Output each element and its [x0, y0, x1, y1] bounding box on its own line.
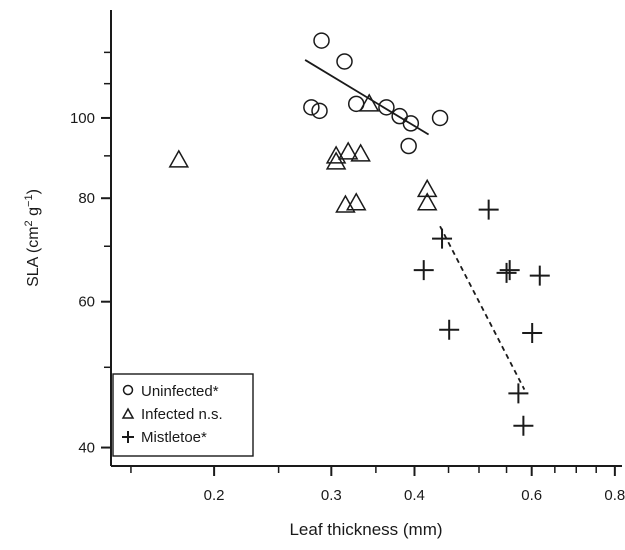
y-axis-label: SLA (cm2 g−1) [23, 189, 42, 287]
data-point-mistletoe [496, 262, 517, 283]
data-point-infected [325, 145, 347, 164]
data-point-infected [325, 151, 347, 170]
fit-lines [304, 59, 526, 390]
legend-triangle-icon [121, 407, 135, 419]
data-point-uninfected [431, 109, 449, 127]
legend-item-uninfected: Uninfected* [122, 383, 219, 400]
plot-area: 0.2 0.3 0.4 0.6 0.8 40 60 80 100 [70, 10, 625, 504]
data-point-uninfected [336, 53, 353, 70]
legend-label-mistletoe: Mistletoe* [141, 429, 207, 446]
x-tick-label: 0.3 [321, 487, 342, 504]
y-axis-label-mid: g [25, 207, 42, 220]
legend-item-mistletoe: Mistletoe* [122, 429, 207, 446]
data-point-mistletoe [522, 322, 543, 343]
data-point-mistletoe [432, 228, 453, 249]
data-point-uninfected [313, 32, 330, 49]
data-point-uninfected [311, 102, 328, 120]
data-point-mistletoe [513, 415, 534, 436]
data-point-mistletoe [478, 199, 499, 220]
data-point-mistletoe [508, 383, 529, 404]
y-ticks: 40 60 80 100 [70, 51, 111, 457]
x-ticks: 0.2 0.3 0.4 0.6 0.8 [130, 466, 625, 504]
x-tick-label: 0.8 [604, 487, 625, 504]
data-point-uninfected [402, 115, 420, 132]
legend-circle-icon [122, 384, 134, 396]
legend-item-infected: Infected n.s. [121, 406, 223, 423]
data-markers [168, 32, 550, 436]
y-tick-label: 80 [78, 190, 95, 207]
y-axis-label-end: ) [25, 189, 42, 194]
data-point-mistletoe [413, 260, 434, 281]
data-point-mistletoe [499, 260, 520, 281]
data-point-infected [337, 141, 359, 160]
data-point-infected [416, 192, 438, 211]
data-point-infected [345, 192, 367, 211]
legend: Uninfected* Infected n.s. Mistletoe* [112, 373, 254, 457]
data-point-infected [168, 149, 190, 168]
y-axis-label-main: SLA (cm [25, 226, 42, 286]
y-tick-label: 60 [78, 294, 95, 311]
legend-label-infected: Infected n.s. [141, 406, 223, 423]
legend-cross-icon [122, 431, 134, 443]
legend-label-uninfected: Uninfected* [141, 383, 219, 400]
data-point-uninfected [303, 99, 320, 116]
data-point-mistletoe [439, 319, 460, 340]
data-point-infected [416, 178, 438, 198]
x-tick-label: 0.2 [204, 487, 225, 504]
y-tick-label: 40 [78, 440, 95, 457]
x-tick-label: 0.6 [521, 487, 542, 504]
data-point-infected [358, 93, 380, 112]
y-axis-label-sup2: −1 [23, 194, 35, 207]
data-point-mistletoe [529, 265, 550, 286]
trend-line [304, 59, 430, 136]
trend-line [439, 225, 526, 390]
x-axis-label: Leaf thickness (mm) [289, 520, 442, 539]
y-axis-label-sup1: 2 [23, 220, 35, 226]
legend-box [112, 373, 254, 457]
y-tick-label: 100 [70, 110, 95, 127]
data-point-uninfected [378, 99, 395, 116]
x-tick-label: 0.4 [404, 487, 425, 504]
data-point-uninfected [400, 137, 417, 155]
data-point-infected [350, 143, 371, 162]
